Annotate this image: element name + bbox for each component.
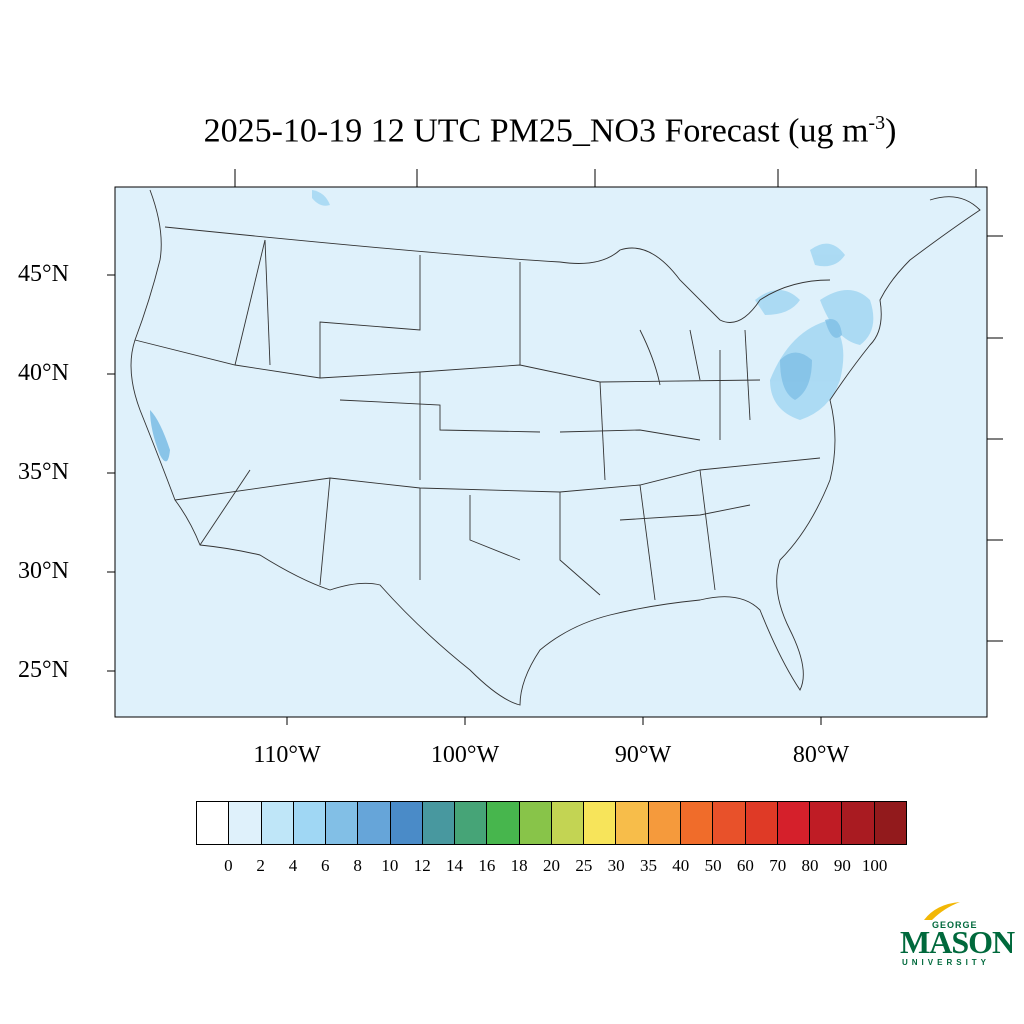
lon-label-80w: 80°W xyxy=(792,742,850,768)
colorbar-label: 40 xyxy=(672,856,690,875)
colorbar-swatch xyxy=(551,802,585,844)
lon-label-110w: 110°W xyxy=(253,742,321,768)
colorbar-label: 30 xyxy=(607,856,625,875)
colorbar-swatch xyxy=(455,802,488,844)
colorbar-swatch xyxy=(713,802,746,844)
logo-swoosh-icon xyxy=(924,902,960,920)
colorbar-label: 4 xyxy=(288,856,298,875)
colorbar-swatch xyxy=(390,802,423,844)
colorbar-label: 2 xyxy=(256,856,265,875)
chart-title: 2025-10-19 12 UTC PM25_NO3 Forecast (ug … xyxy=(0,112,1024,150)
colorbar-label: 80 xyxy=(801,856,819,875)
lon-label-90w: 90°W xyxy=(614,742,672,768)
lat-label-40n: 40°N xyxy=(18,360,69,386)
colorbar-swatch xyxy=(422,802,456,844)
colorbar-label: 12 xyxy=(413,856,431,875)
colorbar-label: 50 xyxy=(704,856,722,875)
colorbar-swatch xyxy=(842,802,875,844)
title-text: 2025-10-19 12 UTC PM25_NO3 Forecast (ug … xyxy=(203,112,869,150)
colorbar-swatch xyxy=(680,802,714,844)
colorbar-swatch xyxy=(326,802,359,844)
lat-label-30n: 30°N xyxy=(18,558,69,584)
colorbar-swatch xyxy=(487,802,520,844)
colorbar-label: 35 xyxy=(639,856,657,875)
concentration-core xyxy=(780,319,842,400)
colorbar-label: 70 xyxy=(769,856,787,875)
logo-mason: MASON xyxy=(900,924,1015,960)
gmu-logo: GEORGE MASON UNIVERSITY xyxy=(896,900,1015,970)
lat-label-25n: 25°N xyxy=(18,657,69,683)
lon-label-100w: 100°W xyxy=(430,742,500,768)
colorbar-label: 10 xyxy=(381,856,399,875)
colorbar-swatch xyxy=(584,802,617,844)
colorbar-swatch xyxy=(874,802,906,844)
colorbar-label: 8 xyxy=(353,856,362,875)
colorbar-label: 90 xyxy=(833,856,851,875)
lat-label-35n: 35°N xyxy=(18,459,69,485)
colorbar-label: 20 xyxy=(543,856,560,875)
map-ticks xyxy=(107,169,1003,725)
colorbar-swatch xyxy=(648,802,681,844)
colorbar-swatch xyxy=(293,802,327,844)
colorbar-label: 6 xyxy=(321,856,330,875)
colorbar-swatch xyxy=(197,802,230,844)
colorbar-label: 60 xyxy=(736,856,754,875)
colorbar-label: 0 xyxy=(224,856,233,875)
geographic-boundaries xyxy=(130,189,981,706)
colorbar-swatch xyxy=(777,802,811,844)
colorbar-label: 18 xyxy=(510,856,528,875)
colorbar-label: 16 xyxy=(478,856,496,875)
colorbar-swatch xyxy=(519,802,552,844)
colorbar-swatch xyxy=(810,802,843,844)
lat-label-45n: 45°N xyxy=(18,261,69,287)
colorbar-label: 14 xyxy=(446,856,464,875)
map-background xyxy=(114,186,988,718)
colorbar-label: 25 xyxy=(575,856,593,875)
colorbar-swatch xyxy=(358,802,391,844)
colorbar-swatch xyxy=(745,802,778,844)
logo-george: GEORGE xyxy=(932,920,978,930)
title-close: ) xyxy=(885,112,897,150)
colorbar-label: 100 xyxy=(861,856,888,875)
colorbar-swatch xyxy=(229,802,262,844)
colorbar-labels: 0 2 4 6 8 10 12 14 16 18 20 25 30 35 40 50 60 70 80 90 100 xyxy=(0,856,1024,880)
title-superscript: -3 xyxy=(868,112,886,134)
colorbar xyxy=(196,801,907,845)
colorbar-swatch xyxy=(616,802,649,844)
logo-university: UNIVERSITY xyxy=(902,958,991,967)
colorbar-swatch xyxy=(261,802,294,844)
